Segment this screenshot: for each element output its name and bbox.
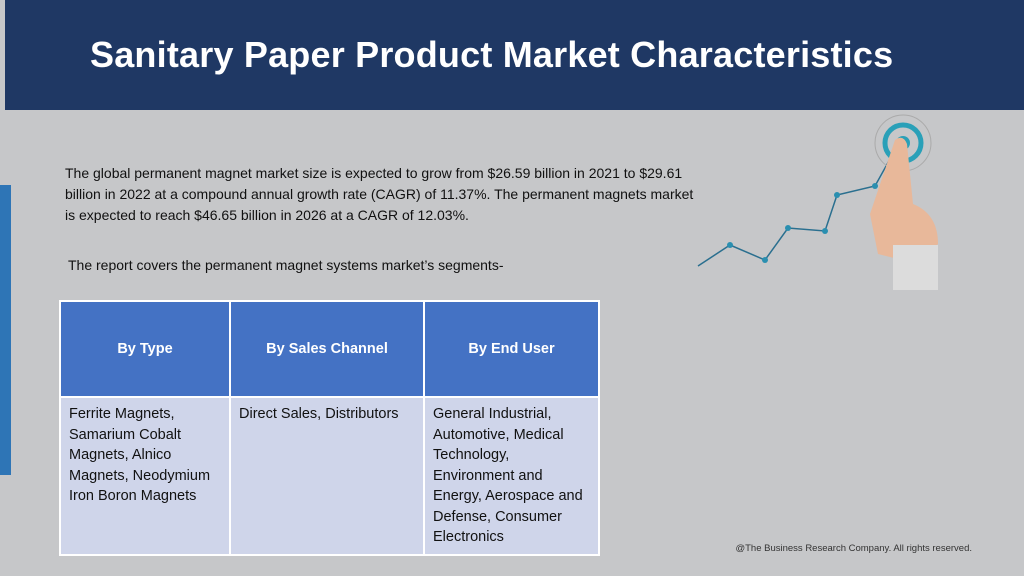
- table-cell: Ferrite Magnets, Samarium Cobalt Magnets…: [59, 396, 231, 556]
- table-header: By Type: [59, 300, 231, 398]
- side-accent: [0, 185, 11, 475]
- segments-table: By Type By Sales Channel By End User Fer…: [59, 300, 600, 556]
- footer: @The Business Research Company. All righ…: [735, 543, 972, 554]
- growth-illustration: [697, 114, 938, 290]
- table-header: By Sales Channel: [229, 300, 425, 398]
- intro-text: The global permanent magnet market size …: [65, 165, 694, 223]
- lead-text: The report covers the permanent magnet s…: [68, 257, 504, 273]
- table-header: By End User: [423, 300, 600, 398]
- table-cell: Direct Sales, Distributors: [229, 396, 425, 556]
- title: Sanitary Paper Product Market Characteri…: [90, 34, 894, 75]
- table-cell: General Industrial, Automotive, Medical …: [423, 396, 600, 556]
- header-bar: [5, 0, 1024, 110]
